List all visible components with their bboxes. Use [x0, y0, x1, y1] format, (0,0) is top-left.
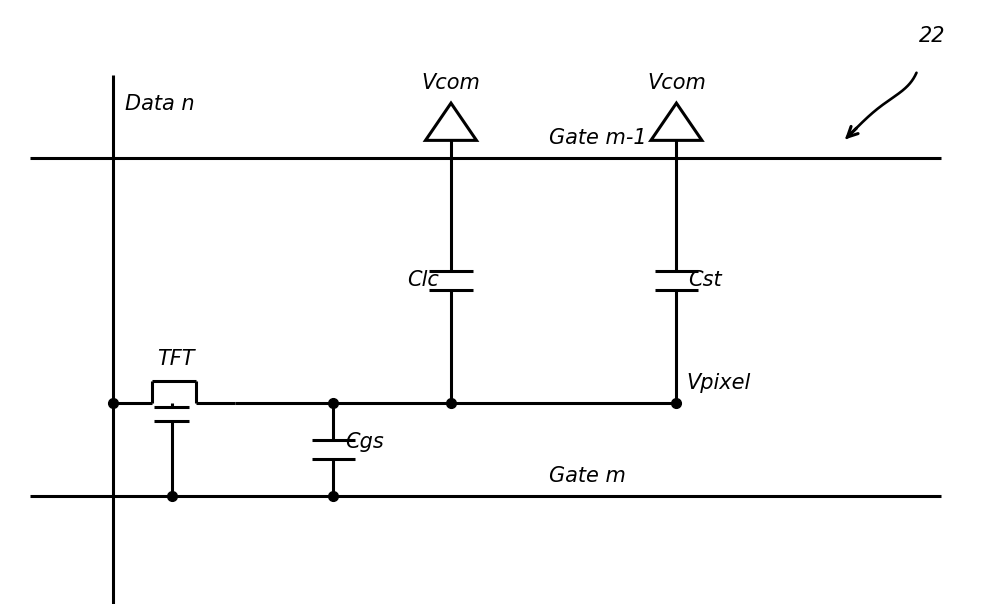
Text: Clc: Clc: [407, 270, 439, 290]
Text: Cst: Cst: [688, 270, 722, 290]
Text: Vcom: Vcom: [422, 73, 480, 93]
Text: Data n: Data n: [125, 94, 194, 114]
Text: Gate m: Gate m: [549, 466, 626, 486]
Text: Vpixel: Vpixel: [686, 373, 750, 393]
Text: TFT: TFT: [157, 349, 194, 368]
Text: 22: 22: [919, 26, 946, 46]
Text: Cgs: Cgs: [345, 432, 384, 452]
Text: Gate m-1: Gate m-1: [549, 128, 647, 148]
Text: Vcom: Vcom: [647, 73, 706, 93]
